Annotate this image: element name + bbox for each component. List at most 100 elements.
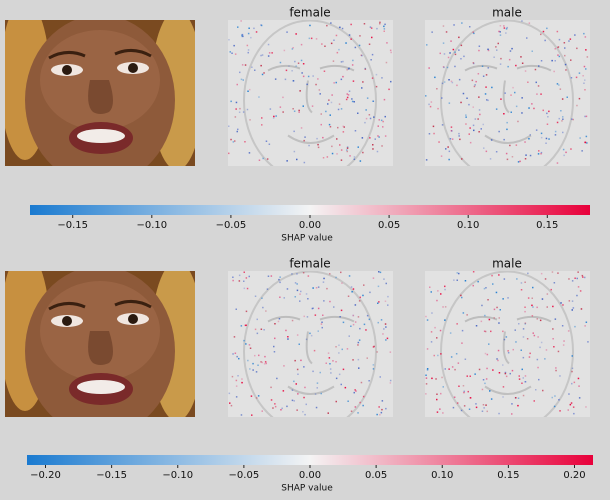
shap-pixel: [273, 116, 275, 118]
shap-pixel: [385, 326, 387, 328]
shap-pixel: [559, 375, 561, 377]
shap-pixel: [307, 316, 309, 318]
shap-pixel: [262, 158, 264, 160]
shap-pixel: [354, 101, 356, 103]
shap-pixel: [551, 289, 553, 291]
shap-pixel: [348, 296, 350, 298]
shap-pixel: [570, 404, 572, 406]
shap-pixel: [537, 336, 539, 338]
shap-pixel: [298, 63, 300, 65]
shap-pixel: [449, 102, 451, 104]
shap-pixel: [562, 325, 564, 327]
shap-pixel: [470, 142, 472, 144]
shap-pixel: [326, 25, 328, 27]
shap-pixel: [500, 98, 502, 100]
shap-pixel: [373, 277, 375, 279]
shap-pixel: [522, 369, 524, 371]
shap-pixel: [427, 348, 429, 350]
shap-pixel: [583, 83, 585, 85]
shap-pixel: [465, 359, 467, 361]
shap-pixel: [557, 122, 559, 124]
shap-pixel: [478, 96, 480, 98]
shap-pixel: [532, 298, 534, 300]
shap-pixel: [458, 386, 460, 388]
shap-pixel: [498, 322, 500, 324]
shap-pixel: [586, 116, 588, 118]
shap-pixel: [531, 103, 533, 105]
shap-pixel: [248, 33, 250, 35]
shap-pixel: [437, 355, 439, 357]
shap-pixel: [315, 393, 317, 395]
shap-pixel: [505, 373, 507, 375]
shap-map: [425, 271, 590, 417]
shap-pixel: [565, 152, 567, 154]
shap-pixel: [306, 339, 308, 341]
shap-pixel: [292, 389, 294, 391]
shap-pixel: [282, 111, 284, 113]
shap-pixel: [237, 26, 239, 28]
shap-pixel: [372, 54, 374, 56]
shap-pixel: [570, 148, 572, 150]
shap-pixel: [304, 162, 306, 164]
shap-pixel: [541, 60, 543, 62]
shap-pixel: [243, 340, 245, 342]
shap-pixel: [536, 307, 538, 309]
shap-pixel: [364, 122, 366, 124]
shap-pixel: [494, 317, 496, 319]
shap-pixel: [532, 287, 534, 289]
shap-pixel: [299, 293, 301, 295]
shap-pixel: [524, 307, 526, 309]
shap-pixel: [469, 409, 471, 411]
shap-pixel: [373, 364, 375, 366]
shap-pixel: [295, 65, 297, 67]
shap-pixel: [492, 369, 494, 371]
shap-pixel: [524, 311, 526, 313]
shap-pixel: [457, 280, 459, 282]
shap-pixel: [576, 77, 578, 79]
shap-pixel: [338, 109, 340, 111]
shap-pixel: [479, 369, 481, 371]
shap-pixel: [384, 24, 386, 26]
shap-pixel: [461, 158, 463, 160]
shap-pixel: [496, 307, 498, 309]
shap-pixel: [383, 278, 385, 280]
colorbar-label: SHAP value: [281, 484, 333, 494]
shap-pixel: [534, 335, 536, 337]
shap-pixel: [297, 290, 299, 292]
shap-pixel: [543, 31, 545, 33]
shap-pixel: [485, 287, 487, 289]
shap-pixel: [521, 383, 523, 385]
shap-pixel: [378, 271, 380, 273]
shap-pixel: [330, 22, 332, 24]
shap-pixel: [364, 324, 366, 326]
shap-pixel: [236, 385, 238, 387]
shap-pixel: [369, 137, 371, 139]
shap-pixel: [341, 61, 343, 63]
shap-pixel: [355, 406, 357, 408]
shap-pixel: [525, 323, 527, 325]
shap-pixel: [241, 79, 243, 81]
shap-pixel: [385, 301, 387, 303]
shap-pixel: [500, 25, 502, 27]
shap-pixel: [365, 68, 367, 70]
shap-pixel: [484, 288, 486, 290]
shap-pixel: [538, 153, 540, 155]
shap-pixel: [451, 130, 453, 132]
shap-pixel: [383, 328, 385, 330]
shap-pixel: [359, 300, 361, 302]
shap-pixel: [463, 385, 465, 387]
shap-pixel: [491, 87, 493, 89]
shap-pixel: [333, 40, 335, 42]
shap-pixel: [529, 353, 531, 355]
shap-pixel: [431, 312, 433, 314]
shap-pixel: [488, 67, 490, 69]
shap-pixel: [302, 411, 304, 413]
shap-pixel: [275, 406, 277, 408]
shap-pixel: [442, 83, 444, 85]
shap-pixel: [370, 59, 372, 61]
shap-pixel: [331, 146, 333, 148]
shap-pixel: [538, 65, 540, 67]
shap-pixel: [568, 278, 570, 280]
shap-pixel: [457, 272, 459, 274]
shap-pixel: [247, 360, 249, 362]
